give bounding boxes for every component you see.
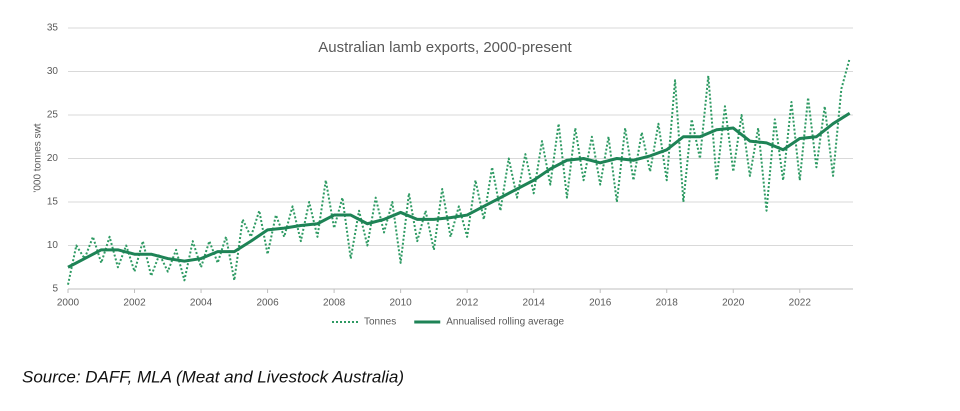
x-tick-label: 2014 [523,298,546,309]
line-series [67,58,851,285]
x-tick-label: 2020 [722,298,745,309]
legend-label: Annualised rolling average [446,317,564,328]
x-tick-label: 2000 [57,298,80,309]
legend-label: Tonnes [364,317,396,328]
y-tick-label: 15 [47,197,59,208]
y-tick-label: 35 [47,23,59,34]
x-tick-label: 2004 [190,298,213,309]
x-tick-label: 2012 [456,298,479,309]
x-tick-label: 2008 [323,298,346,309]
x-tick-label: 2002 [123,298,146,309]
source: Source: DAFF, MLA (Meat and Livestock Au… [22,367,404,386]
y-axis-label: '000 tonnes swt [33,123,44,192]
x-tick-label: 2022 [789,298,812,309]
x-tick-label: 2016 [589,298,612,309]
y-tick-label: 20 [47,153,59,164]
chart-title: Australian lamb exports, 2000-present [318,39,572,56]
line-series [67,111,851,269]
x-tick-label: 2010 [390,298,413,309]
y-tick-label: 30 [47,66,59,77]
y-tick-label: 10 [47,240,59,251]
y-tick-label: 25 [47,110,59,121]
y-tick-label: 5 [52,284,58,295]
x-tick-label: 2018 [656,298,679,309]
x-tick-label: 2006 [256,298,279,309]
